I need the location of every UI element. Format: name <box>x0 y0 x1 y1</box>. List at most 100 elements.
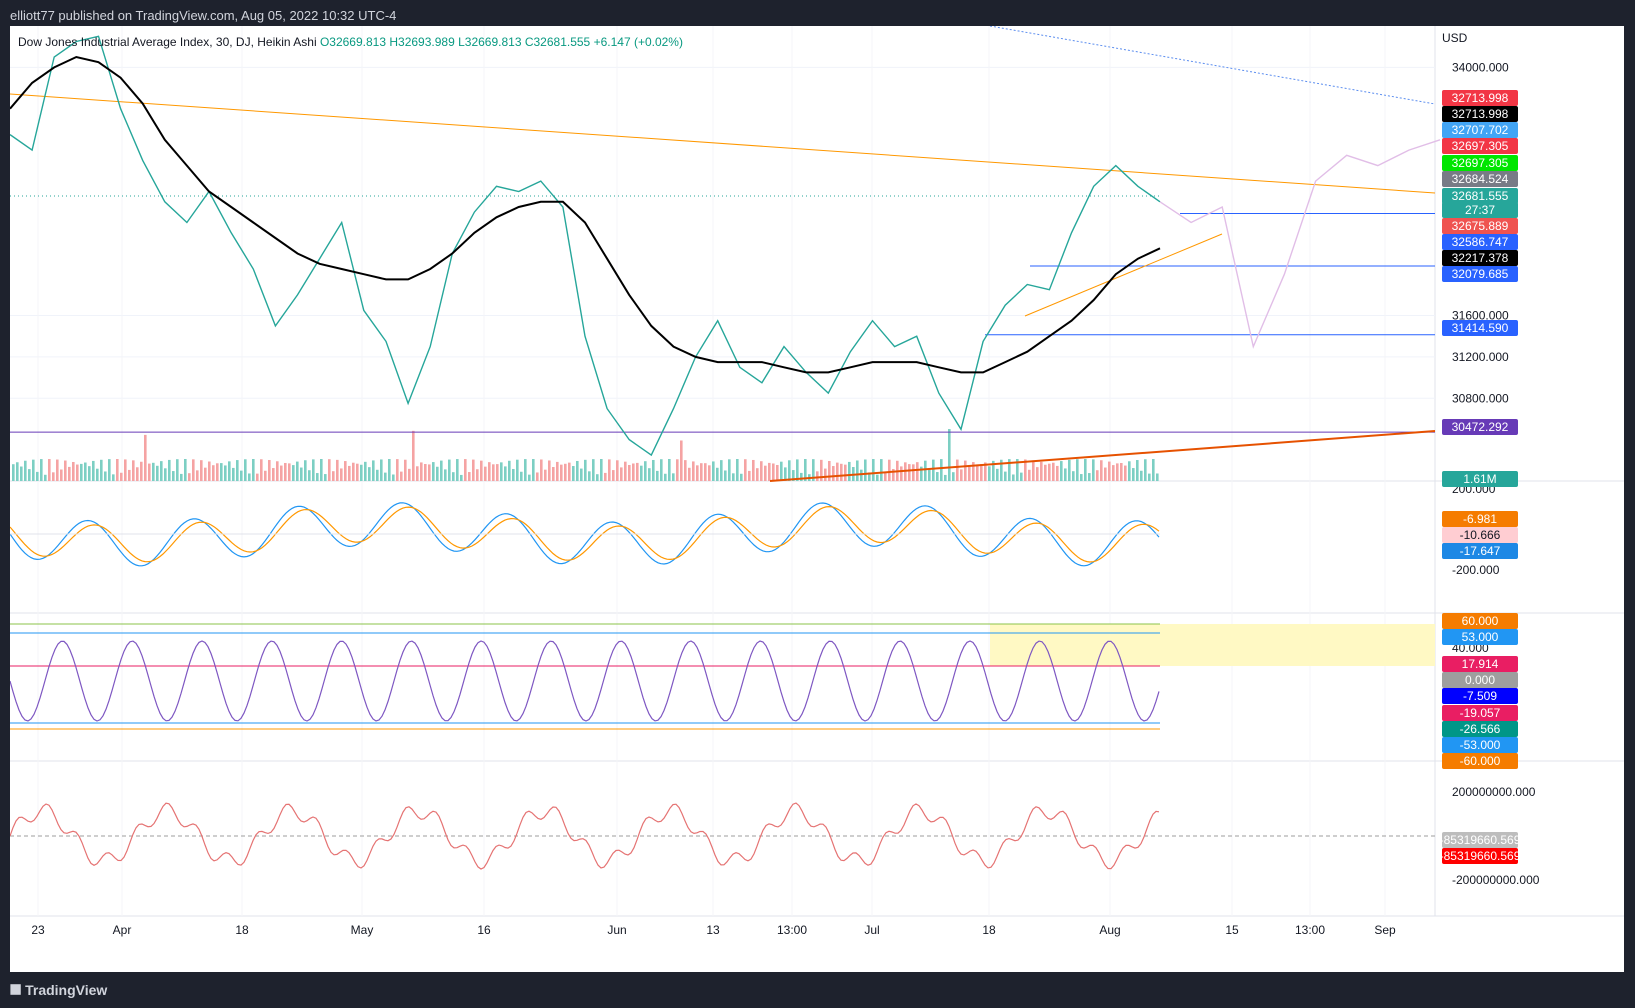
volume-bar <box>576 460 579 481</box>
volume-bar <box>664 473 667 481</box>
volume-bar <box>752 459 755 481</box>
volume-bar <box>1140 470 1143 481</box>
price-tag-bg <box>1442 90 1518 106</box>
volume-bar <box>232 467 235 481</box>
volume-bar <box>32 459 35 481</box>
volume-bar <box>1104 467 1107 481</box>
price-tag: 30472.292 <box>1452 420 1509 434</box>
volume-bar <box>676 459 679 481</box>
volume-bar <box>840 463 843 481</box>
volume-bar <box>240 470 243 481</box>
time-tick: Jul <box>864 923 879 937</box>
tradingview-logo[interactable]: ⯀ TradingView <box>10 982 107 999</box>
volume-bar <box>996 468 999 481</box>
price-tag: 31414.590 <box>1452 321 1509 335</box>
chart-panel[interactable]: USD 34000.000 31600.000 31200.000 30800.000… <box>10 26 1624 972</box>
volume-bar <box>112 474 115 481</box>
volume-bar <box>868 472 871 481</box>
volume-bar <box>944 474 947 481</box>
osc-tag: 0.000 <box>1465 673 1495 687</box>
osc-tag-bg <box>1442 737 1518 753</box>
volume-bar <box>832 466 835 481</box>
volume-bar <box>360 464 363 481</box>
volume-bar <box>376 469 379 481</box>
volume-bar <box>688 467 691 481</box>
volume-bars <box>12 429 1159 481</box>
legend-change: +6.147 (+0.02%) <box>593 35 683 49</box>
volume-bar <box>540 459 543 481</box>
tv-logo-icon: ⯀ <box>10 982 26 998</box>
volume-bar <box>476 469 479 481</box>
volume-bar <box>468 472 471 481</box>
volume-bar <box>1000 459 1003 481</box>
volume-bar <box>932 459 935 481</box>
volume-bar <box>180 473 183 481</box>
volume-bar <box>596 474 599 481</box>
volume-bar <box>444 469 447 481</box>
volume-bar <box>544 469 547 481</box>
volume-bar <box>152 462 155 481</box>
osc-tag: 60.000 <box>1462 614 1499 628</box>
legend-high: H32693.989 <box>389 35 455 49</box>
price-tag-bg <box>1442 234 1518 250</box>
price-tag-bg <box>1442 106 1518 122</box>
volume-bar <box>216 463 219 481</box>
volume-bar <box>292 465 295 481</box>
volume-bar <box>120 472 123 481</box>
osc-tag-bg <box>1442 672 1518 688</box>
volume-bar <box>900 466 903 481</box>
time-tick: Apr <box>113 923 132 937</box>
volume-bar <box>628 464 631 481</box>
volume-bar <box>924 460 927 481</box>
volume-bar <box>828 460 831 481</box>
volume-bar <box>704 463 707 481</box>
volume-bar <box>812 459 815 481</box>
volume-bar <box>760 461 763 481</box>
volume-bar <box>384 472 387 481</box>
volume-bar <box>692 461 695 481</box>
volume-bar <box>1052 462 1055 481</box>
volume-bar <box>420 462 423 481</box>
volume-bar <box>512 468 515 481</box>
time-tick: 23 <box>31 923 45 937</box>
volume-bar <box>1152 459 1155 481</box>
volume-bar <box>100 459 103 481</box>
volume-bar <box>708 465 711 481</box>
volume-bar <box>732 473 735 481</box>
volume-bar <box>980 463 983 481</box>
volume-bar <box>300 467 303 481</box>
time-tick: May <box>351 923 374 937</box>
price-tag-bg <box>1442 471 1518 487</box>
volume-bar <box>908 464 911 481</box>
volume-bar <box>204 467 207 481</box>
volume-bar <box>52 472 55 481</box>
volume-bar <box>1108 461 1111 481</box>
volume-bar <box>60 469 63 481</box>
volume-bar <box>504 466 507 481</box>
volume-bar <box>36 471 39 481</box>
volume-bar <box>68 466 71 481</box>
volume-bar <box>460 474 463 481</box>
volume-bar <box>220 463 223 481</box>
chart-canvas[interactable]: USD 34000.000 31600.000 31200.000 30800.000… <box>10 26 1624 972</box>
volume-bar <box>312 459 315 481</box>
volume-bar <box>88 466 91 481</box>
channel-trendline <box>1024 233 1223 317</box>
volume-bar <box>580 468 583 481</box>
volume-bar <box>560 464 563 481</box>
price-tag: 1.61M <box>1463 472 1496 486</box>
volume-bar <box>1032 460 1035 481</box>
volume-bar <box>632 463 635 481</box>
volume-bar <box>264 470 267 481</box>
volume-bar <box>200 460 203 481</box>
volume-bar <box>788 460 791 481</box>
volume-bar <box>1144 459 1147 481</box>
volume-bar <box>604 472 607 481</box>
time-tick: Sep <box>1374 923 1396 937</box>
volume-bar <box>964 460 967 481</box>
flow-tag-bg <box>1442 832 1518 848</box>
price-tag: 32684.524 <box>1452 172 1509 186</box>
volume-bar <box>208 461 211 481</box>
volume-bar <box>304 460 307 481</box>
overbought-zone <box>990 624 1435 666</box>
